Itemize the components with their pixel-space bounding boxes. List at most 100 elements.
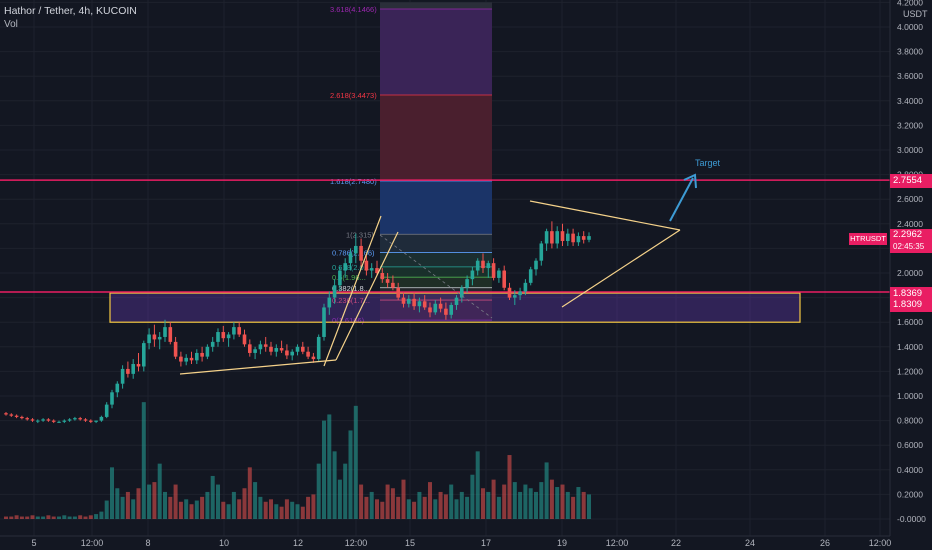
fib-label-1.618: 1.618(2.7480) bbox=[330, 177, 377, 186]
candle-body bbox=[438, 303, 443, 309]
candle-body bbox=[375, 268, 379, 273]
price-tick-label: 0.2000 bbox=[897, 489, 923, 499]
triangle-upper-line bbox=[529, 200, 681, 231]
volume-bar bbox=[226, 504, 231, 519]
time-tick-label: 12:00 bbox=[345, 538, 368, 548]
volume-bar bbox=[72, 516, 77, 519]
candle-body bbox=[168, 327, 173, 342]
candle-body bbox=[110, 392, 114, 405]
price-tick-label: 3.8000 bbox=[897, 47, 923, 57]
volume-bar bbox=[163, 491, 167, 519]
volume-bar bbox=[528, 488, 533, 519]
volume-bar bbox=[157, 463, 162, 519]
candle-body bbox=[205, 346, 210, 357]
volume-bar bbox=[396, 496, 401, 519]
volume-bar bbox=[587, 494, 591, 519]
candle-body bbox=[412, 298, 416, 307]
candle-body bbox=[322, 307, 326, 337]
volume-bar bbox=[231, 491, 236, 519]
candle-body bbox=[51, 420, 56, 422]
candle-body bbox=[179, 356, 183, 362]
candle-body bbox=[306, 351, 310, 357]
candle-body bbox=[30, 419, 35, 421]
volume-bar bbox=[322, 420, 326, 519]
volume-bar bbox=[194, 500, 199, 519]
time-tick-label: 5 bbox=[31, 538, 36, 548]
candle-body bbox=[157, 336, 162, 340]
volume-bar bbox=[496, 496, 501, 519]
candle-body bbox=[401, 297, 406, 304]
candle-body bbox=[290, 351, 294, 356]
volume-bar bbox=[25, 516, 30, 519]
fib-zone bbox=[380, 266, 492, 278]
volume-bar bbox=[512, 482, 517, 519]
volume-bar bbox=[14, 515, 19, 519]
volume-bar bbox=[258, 496, 263, 519]
candle-body bbox=[279, 348, 284, 351]
price-tick-label: 4.0000 bbox=[897, 22, 923, 32]
time-tick-label: 12:00 bbox=[606, 538, 629, 548]
candle-body bbox=[99, 416, 104, 421]
candle-body bbox=[115, 383, 120, 393]
candle-body bbox=[120, 368, 125, 384]
volume-bar bbox=[375, 499, 379, 519]
price-tick-label: 0.6000 bbox=[897, 440, 923, 450]
volume-bar bbox=[168, 496, 173, 519]
price-tick-label: 2.0000 bbox=[897, 268, 923, 278]
volume-bar bbox=[189, 504, 194, 519]
price-tick-label: 2.6000 bbox=[897, 194, 923, 204]
price-tick-label: 0.4000 bbox=[897, 465, 923, 475]
volume-bar bbox=[571, 496, 576, 519]
candle-body bbox=[407, 298, 411, 304]
volume-bar bbox=[380, 501, 385, 519]
price-tick-label: 3.2000 bbox=[897, 120, 923, 130]
candle-body bbox=[126, 368, 130, 374]
candle-body bbox=[242, 334, 247, 345]
volume-bar bbox=[178, 501, 183, 519]
fib-zone bbox=[380, 234, 492, 253]
candle-body bbox=[555, 231, 559, 244]
volume-bar bbox=[57, 516, 61, 519]
candle-body bbox=[354, 245, 358, 254]
volume-bar bbox=[242, 488, 247, 519]
fib-zone bbox=[380, 180, 492, 235]
time-tick-label: 12:00 bbox=[869, 538, 892, 548]
price-tick-label: 2.4000 bbox=[897, 219, 923, 229]
fib-label-2.618: 2.618(3.4473) bbox=[330, 91, 377, 100]
candle-body bbox=[200, 352, 204, 357]
fib-label-0.382: 0.382(1.8... bbox=[332, 284, 370, 293]
volume-bar bbox=[332, 451, 337, 519]
candle-body bbox=[491, 263, 496, 278]
volume-bar bbox=[46, 515, 51, 519]
candle-body bbox=[173, 341, 178, 357]
volume-bar bbox=[141, 402, 146, 519]
candle-body bbox=[221, 332, 226, 339]
time-tick-label: 12:00 bbox=[81, 538, 104, 548]
volume-bar bbox=[422, 496, 427, 519]
candle-body bbox=[295, 346, 300, 352]
candle-body bbox=[428, 307, 432, 313]
volume-bar bbox=[337, 479, 342, 519]
candle-body bbox=[338, 270, 342, 286]
candle-body bbox=[316, 336, 321, 360]
volume-bar bbox=[459, 491, 464, 519]
volume-bar bbox=[51, 516, 56, 519]
candle-body bbox=[502, 270, 506, 288]
price-tick-label: 0.8000 bbox=[897, 416, 923, 426]
candle-body bbox=[348, 253, 353, 264]
candle-body bbox=[73, 418, 77, 420]
price-tick-label: -0.0000 bbox=[897, 514, 926, 524]
volume-bar bbox=[486, 491, 491, 519]
time-tick-label: 12 bbox=[293, 538, 303, 548]
candle-body bbox=[449, 304, 453, 315]
volume-bar bbox=[465, 496, 470, 519]
candle-body bbox=[481, 260, 485, 269]
volume-bar bbox=[369, 491, 374, 519]
triangle-lower-line bbox=[561, 229, 681, 308]
candle-body bbox=[9, 414, 14, 416]
candle-body bbox=[67, 419, 72, 421]
candle-body bbox=[46, 419, 51, 421]
fib-zone bbox=[380, 277, 492, 288]
volume-bar bbox=[136, 488, 141, 519]
